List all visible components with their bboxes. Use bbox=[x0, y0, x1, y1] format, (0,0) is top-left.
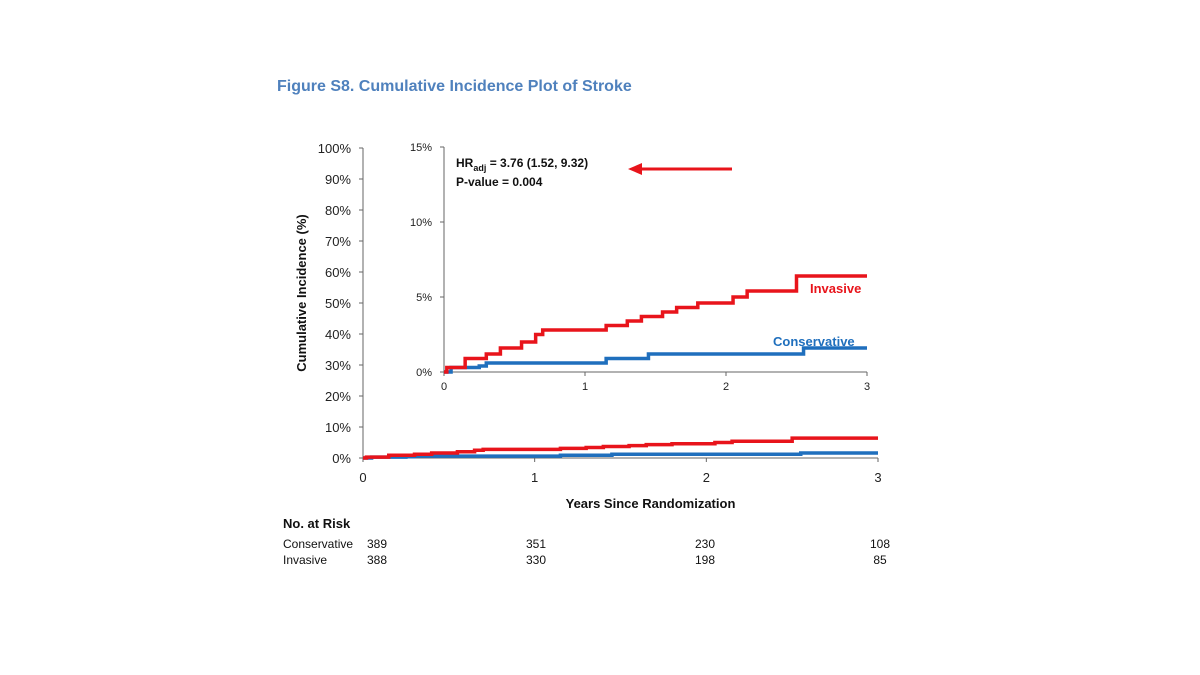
risk-row-label: Invasive bbox=[283, 553, 327, 567]
risk-value: 330 bbox=[526, 553, 546, 567]
main-y-tick-label: 50% bbox=[325, 296, 351, 311]
inset-y-tick-label: 15% bbox=[410, 142, 432, 154]
inset-background bbox=[394, 137, 882, 400]
risk-value: 230 bbox=[695, 537, 715, 551]
figure-title: Figure S8. Cumulative Incidence Plot of … bbox=[277, 78, 632, 95]
main-y-tick-label: 90% bbox=[325, 172, 351, 187]
main-x-tick-label: 1 bbox=[531, 470, 538, 485]
inset-label-conservative: Conservative bbox=[773, 334, 855, 349]
hr-value: = 3.76 (1.52, 9.32) bbox=[486, 156, 588, 170]
main-y-tick-label: 40% bbox=[325, 327, 351, 342]
risk-value: 351 bbox=[526, 537, 546, 551]
main-plot: 0%10%20%30%40%50%60%70%80%90%100%0 1 2 3Yea… bbox=[294, 141, 882, 511]
hazard-ratio-annotation: HRadj = 3.76 (1.52, 9.32) bbox=[456, 156, 588, 173]
inset-y-tick-label: 0% bbox=[416, 367, 432, 379]
main-y-tick-label: 30% bbox=[325, 358, 351, 373]
main-y-axis-label: Cumulative Incidence (%) bbox=[294, 214, 309, 371]
risk-value: 108 bbox=[870, 537, 890, 551]
inset-x-tick-label: 1 bbox=[582, 381, 588, 393]
risk-value: 198 bbox=[695, 553, 715, 567]
risk-table: No. at Risk Conservative 389 351 230 108 Invas… bbox=[283, 516, 890, 567]
inset-y-tick-label: 5% bbox=[416, 292, 432, 304]
hr-prefix: HR bbox=[456, 156, 474, 170]
risk-value: 85 bbox=[873, 553, 887, 567]
inset-x-tick-label: 2 bbox=[723, 381, 729, 393]
inset-y-tick-label: 10% bbox=[410, 217, 432, 229]
p-value-annotation: P-value = 0.004 bbox=[456, 175, 543, 189]
risk-value: 389 bbox=[367, 537, 387, 551]
inset-label-invasive: Invasive bbox=[810, 281, 861, 296]
main-y-tick-label: 80% bbox=[325, 203, 351, 218]
main-x-tick-label: 0 bbox=[359, 470, 366, 485]
main-y-tick-label: 60% bbox=[325, 265, 351, 280]
main-y-tick-label: 0% bbox=[332, 451, 351, 466]
hr-subscript: adj bbox=[473, 163, 486, 173]
inset-x-tick-label: 3 bbox=[864, 381, 870, 393]
inset-series-line-invasive bbox=[444, 274, 867, 374]
main-x-tick-label: 3 bbox=[874, 470, 881, 485]
arrow-head bbox=[628, 163, 642, 175]
arrow-annotation bbox=[628, 163, 732, 175]
inset-x-tick-label: 0 bbox=[441, 381, 447, 393]
main-y-tick-label: 20% bbox=[325, 389, 351, 404]
main-y-tick-label: 70% bbox=[325, 234, 351, 249]
main-x-axis-label: Years Since Randomization bbox=[566, 496, 736, 511]
main-y-tick-label: 10% bbox=[325, 420, 351, 435]
main-series-line-invasive bbox=[363, 436, 878, 460]
main-y-tick-label: 100% bbox=[318, 141, 352, 156]
risk-table-header: No. at Risk bbox=[283, 516, 351, 531]
main-x-tick-label: 2 bbox=[703, 470, 710, 485]
risk-value: 388 bbox=[367, 553, 387, 567]
risk-row-label: Conservative bbox=[283, 537, 353, 551]
inset-plot: 0% 5% 10% 15% 0 1 2 3 Invasive Conservative HRadj … bbox=[394, 137, 882, 400]
